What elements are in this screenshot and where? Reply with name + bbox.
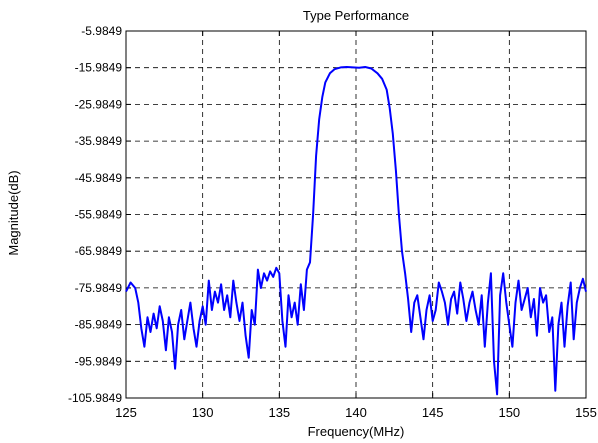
x-tick-label: 150 [498,405,520,420]
y-tick-label: -75.9849 [75,281,123,295]
x-tick-labels: 125 130 135 140 145 150 155 [115,405,597,420]
x-axis-label: Frequency(MHz) [308,424,405,439]
x-tick-label: 135 [268,405,290,420]
x-tick-label: 130 [192,405,214,420]
y-tick-label: -55.9849 [75,208,123,222]
y-tick-label: -65.9849 [75,244,123,258]
y-axis-label: Magnitude(dB) [6,170,21,255]
x-tick-label: 125 [115,405,137,420]
y-tick-label: -5.9849 [81,24,122,38]
y-tick-label: -85.9849 [75,318,123,332]
x-tick-label: 140 [345,405,367,420]
ticks [125,30,587,399]
x-tick-label: 145 [422,405,444,420]
chart-title: Type Performance [303,8,409,23]
series-layer [125,66,587,396]
y-tick-label: -95.9849 [75,354,123,368]
y-tick-label: -25.9849 [75,97,123,111]
y-tick-label: -35.9849 [75,134,123,148]
y-tick-labels: -5.9849 -15.9849 -25.9849 -35.9849 -45.9849 -… [68,24,122,405]
x-tick-label: 155 [575,405,597,420]
series-line [125,66,587,396]
y-tick-label: -15.9849 [75,61,123,75]
y-tick-label: -105.9849 [68,391,122,405]
y-tick-label: -45.9849 [75,171,123,185]
